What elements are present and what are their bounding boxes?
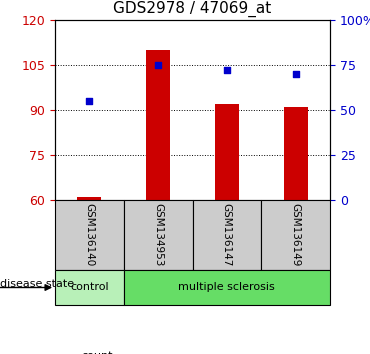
Bar xyxy=(192,200,261,270)
Point xyxy=(87,98,92,104)
Bar xyxy=(124,200,192,270)
Bar xyxy=(55,270,124,305)
Text: GSM136140: GSM136140 xyxy=(84,204,94,267)
Text: control: control xyxy=(70,282,109,292)
Text: GSM136149: GSM136149 xyxy=(290,203,300,267)
Text: ■: ■ xyxy=(63,351,74,354)
Text: GSM136147: GSM136147 xyxy=(222,203,232,267)
Bar xyxy=(146,50,170,200)
Point xyxy=(224,68,230,73)
Bar xyxy=(55,200,124,270)
Bar xyxy=(283,107,308,200)
Bar xyxy=(215,104,239,200)
Bar xyxy=(261,200,330,270)
Text: GSM134953: GSM134953 xyxy=(153,203,163,267)
Text: disease state: disease state xyxy=(0,279,74,289)
Title: GDS2978 / 47069_at: GDS2978 / 47069_at xyxy=(113,1,272,17)
Point xyxy=(293,71,299,77)
Point xyxy=(155,62,161,68)
Bar xyxy=(124,270,330,305)
Text: multiple sclerosis: multiple sclerosis xyxy=(178,282,275,292)
Bar xyxy=(77,197,101,200)
Text: count: count xyxy=(81,351,112,354)
